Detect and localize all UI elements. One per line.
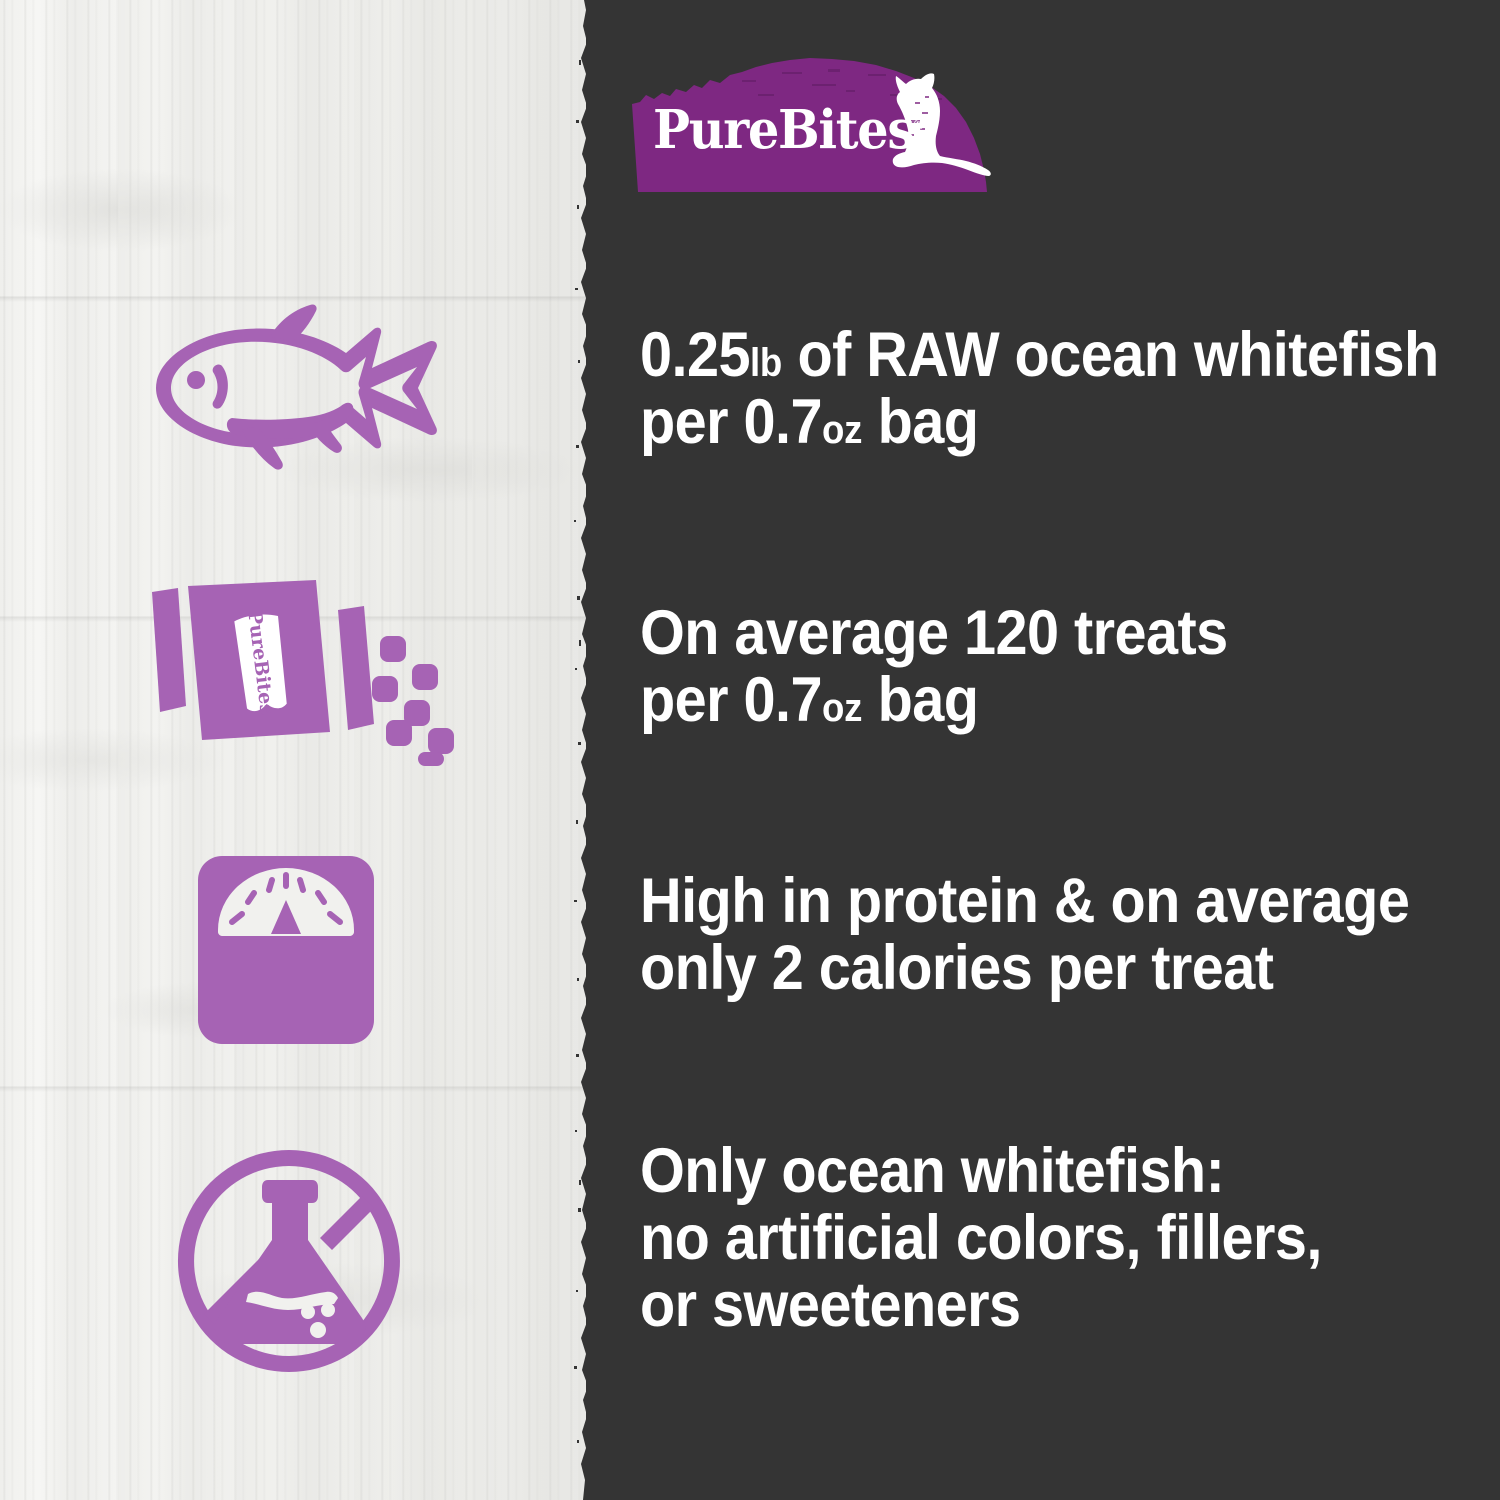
claim-line: 0.25lb of RAW ocean whitefish: [640, 322, 1439, 389]
weight-scale-icon: [196, 852, 376, 1048]
claim-segment: Only ocean whitefish:: [640, 1136, 1225, 1206]
claim-unit: oz: [822, 685, 863, 730]
registered-trademark-symbol: ®: [913, 116, 925, 134]
claim-text-1: 0.25lb of RAW ocean whitefish per 0.7oz b…: [640, 322, 1439, 456]
claim-segment: per 0.7: [640, 386, 823, 457]
claim-segment: High in protein & on average: [640, 866, 1410, 936]
claim-line: per 0.7oz bag: [640, 386, 1439, 457]
dark-content-panel: [586, 0, 1500, 1500]
brand-logo-banner: [632, 58, 1024, 192]
claim-text-3: High in protein & on average only 2 calor…: [640, 866, 1410, 1003]
claim-line: no artificial colors, fillers,: [640, 1202, 1322, 1273]
torn-paper-edge: [570, 0, 604, 1500]
claim-segment: On average 120 treats: [640, 598, 1228, 668]
claim-unit: lb: [750, 341, 782, 385]
claim-segment: per 0.7: [640, 664, 823, 735]
claim-line: only 2 calories per treat: [640, 932, 1409, 1003]
fish-icon: [138, 296, 468, 482]
treat-bag-icon: PureBites: [146, 580, 466, 766]
claim-segment: 0.25: [640, 320, 751, 390]
brand-wordmark: PureBites®: [653, 104, 924, 157]
claim-line: Only ocean whitefish:: [640, 1138, 1322, 1205]
claim-text-2: On average 120 treats per 0.7oz bag: [640, 600, 1228, 734]
claim-text-4: Only ocean whitefish: no artificial color…: [640, 1138, 1322, 1338]
claim-line: On average 120 treats: [640, 600, 1228, 667]
brand-name-text: PureBites: [653, 99, 915, 161]
claim-segment: bag: [862, 386, 979, 457]
wood-background-panel: [0, 0, 600, 1500]
claim-line: High in protein & on average: [640, 866, 1410, 936]
claim-segment: of RAW ocean whitefish: [781, 320, 1439, 390]
no-chemicals-icon: [176, 1148, 402, 1374]
claim-segment: or sweeteners: [640, 1269, 1021, 1340]
claim-segment: only 2 calories per treat: [640, 932, 1274, 1003]
claim-unit: oz: [822, 407, 863, 452]
claim-line: per 0.7oz bag: [640, 664, 1228, 735]
claim-segment: bag: [862, 664, 979, 735]
claim-segment: no artificial colors, fillers,: [640, 1202, 1322, 1273]
claim-line: or sweeteners: [640, 1269, 1322, 1340]
